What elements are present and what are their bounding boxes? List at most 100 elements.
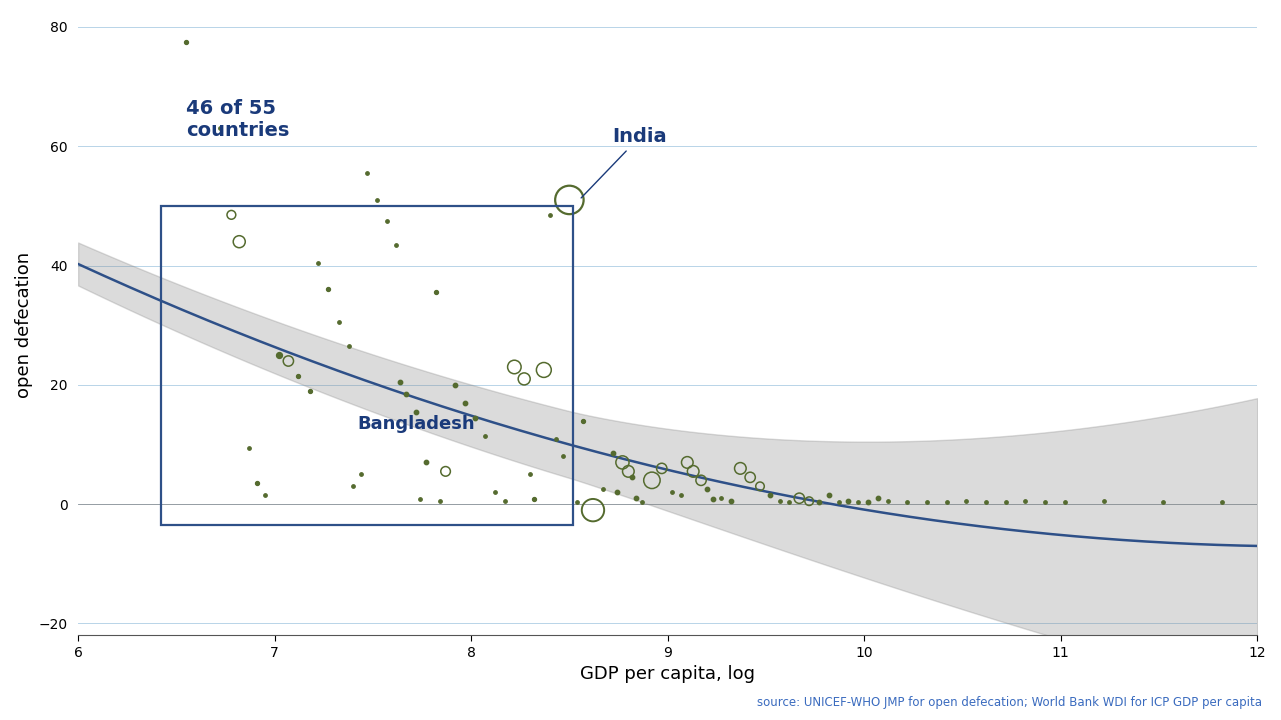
Point <box>238 442 259 454</box>
Point <box>619 466 639 477</box>
Point <box>343 480 364 492</box>
Point <box>779 497 799 508</box>
Point <box>683 466 703 477</box>
Point <box>339 341 360 352</box>
Point <box>612 456 633 468</box>
Point <box>268 349 288 361</box>
Point <box>711 492 731 504</box>
Point <box>956 495 976 507</box>
Point <box>730 463 751 474</box>
Point <box>593 484 614 495</box>
Point <box>642 474 662 486</box>
Point <box>819 490 839 501</box>
Point <box>455 397 475 408</box>
Point <box>429 495 450 507</box>
Point <box>222 209 242 220</box>
Point <box>690 474 711 486</box>
Point <box>897 497 917 508</box>
Point <box>583 505 603 516</box>
Point <box>661 487 681 498</box>
Point <box>410 494 430 505</box>
Point <box>229 236 250 248</box>
Point <box>425 287 446 298</box>
Point <box>288 370 309 382</box>
Point <box>808 497 829 508</box>
Point <box>976 497 997 508</box>
Point <box>307 257 328 269</box>
Point <box>626 492 647 504</box>
X-axis label: GDP per capita, log: GDP per capita, log <box>580 665 755 683</box>
Point <box>546 433 566 444</box>
Point <box>475 430 496 441</box>
Point <box>829 497 849 508</box>
Point <box>1153 497 1173 508</box>
Point <box>446 379 466 391</box>
Bar <box>160 206 574 525</box>
Point <box>553 451 574 462</box>
Point <box>867 492 888 504</box>
Point <box>465 412 485 423</box>
Point <box>936 497 957 508</box>
Point <box>671 490 692 501</box>
Text: Bangladesh: Bangladesh <box>357 415 475 433</box>
Point <box>351 469 371 480</box>
Point <box>740 472 761 483</box>
Point <box>632 497 652 508</box>
Point <box>366 194 387 206</box>
Point <box>415 456 436 468</box>
Y-axis label: open defecation: open defecation <box>15 252 33 398</box>
Point <box>209 122 229 134</box>
Point <box>1035 497 1056 508</box>
Point <box>175 36 196 48</box>
Point <box>484 487 505 498</box>
Point <box>1015 495 1035 507</box>
Point <box>391 376 411 387</box>
Point <box>799 495 820 507</box>
Point <box>652 463 673 474</box>
Text: 46 of 55
countries: 46 of 55 countries <box>186 99 290 140</box>
Point <box>1212 497 1232 508</box>
Point <box>514 373 534 384</box>
Point <box>623 472 643 483</box>
Point <box>329 317 350 328</box>
Point <box>573 415 593 426</box>
Text: India: India <box>582 127 667 198</box>
Point <box>318 284 338 295</box>
Point <box>838 495 858 507</box>
Point <box>760 490 780 501</box>
Point <box>602 448 623 459</box>
Point <box>534 364 555 376</box>
Point <box>255 490 275 501</box>
Point <box>356 167 377 179</box>
Point <box>720 495 740 507</box>
Point <box>539 209 560 220</box>
Point <box>278 355 298 366</box>
Point <box>1094 495 1114 507</box>
Point <box>1054 497 1075 508</box>
Point <box>436 466 456 477</box>
Point <box>697 484 717 495</box>
Point <box>858 497 879 508</box>
Point <box>678 456 698 468</box>
Point <box>505 361 525 373</box>
Text: source: UNICEF-WHO JMP for open defecation; World Bank WDI for ICP GDP per capit: source: UNICEF-WHO JMP for open defecati… <box>757 696 1262 709</box>
Point <box>702 494 722 505</box>
Point <box>567 497 588 508</box>
Point <box>995 497 1016 508</box>
Point <box>300 385 320 397</box>
Point <box>377 215 397 227</box>
Point <box>877 495 898 507</box>
Point <box>406 406 427 418</box>
Point <box>917 497 938 508</box>
Point <box>396 388 416 400</box>
Point <box>520 469 541 480</box>
Point <box>247 477 268 489</box>
Point <box>848 497 869 508</box>
Point <box>559 194 579 206</box>
Point <box>789 492 810 504</box>
Point <box>386 239 406 251</box>
Point <box>770 495 790 507</box>
Point <box>494 495 515 507</box>
Point <box>606 487 626 498</box>
Point <box>749 480 770 492</box>
